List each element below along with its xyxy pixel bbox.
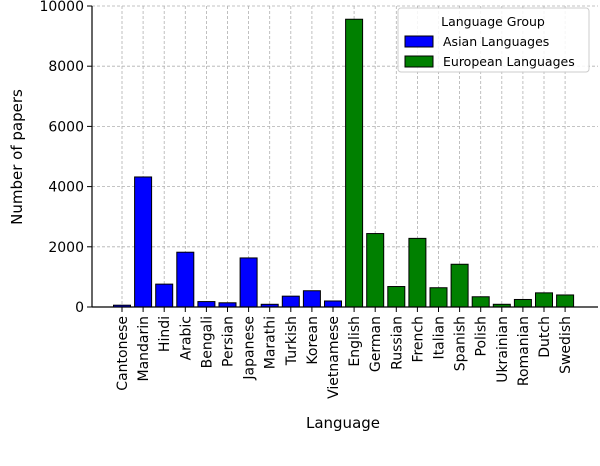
x-tick-label: Russian <box>389 316 405 370</box>
legend: Language Group Asian Languages European … <box>397 7 590 73</box>
bar-turkish <box>281 295 300 308</box>
y-tick-label: 8000 <box>48 59 84 75</box>
bar-dutch <box>535 292 553 308</box>
x-tick-label: Persian <box>221 316 237 367</box>
x-tick-label: Bengali <box>199 316 215 368</box>
x-tick-label: Italian <box>432 316 448 359</box>
x-tick-label: Marathi <box>263 316 279 369</box>
y-tick-labels: 0 2000 4000 6000 8000 10000 <box>39 0 84 316</box>
bars <box>113 18 575 308</box>
grid-lines <box>92 5 598 308</box>
legend-title: Language Group <box>441 14 545 29</box>
y-tick-label: 6000 <box>48 119 84 135</box>
bar-romanian <box>513 298 532 308</box>
legend-swatch-asian <box>404 35 434 48</box>
x-tick-label: Cantonese <box>115 316 131 391</box>
y-tick-label: 10000 <box>39 0 84 15</box>
y-axis-title: Number of papers <box>8 89 26 225</box>
x-tick-label: German <box>368 316 384 372</box>
bar-hindi <box>155 283 174 308</box>
bar-korean <box>302 290 321 308</box>
bar-german <box>366 233 385 308</box>
x-tick-label: Vietnamese <box>326 316 342 399</box>
x-tick-label: Japanese <box>242 316 258 381</box>
axes <box>87 5 598 312</box>
x-tick-label: Spanish <box>453 316 469 371</box>
x-tick-label: Ukrainian <box>495 316 511 383</box>
x-tick-label: French <box>410 316 426 363</box>
x-tick-label: Swedish <box>558 316 574 374</box>
x-tick-label: Korean <box>305 316 321 365</box>
y-tick-label: 0 <box>75 300 84 316</box>
x-axis-title: Language <box>306 414 380 432</box>
y-tick-label: 2000 <box>48 240 84 256</box>
x-tick-label: Turkish <box>284 316 300 366</box>
x-tick-label: Romanian <box>516 316 532 386</box>
x-tick-label: Arabic <box>178 316 194 360</box>
legend-label-european: European Languages <box>443 54 575 69</box>
bar-vietnamese <box>324 300 342 308</box>
x-tick-label: Mandarin <box>136 316 152 382</box>
bar-mandarin <box>134 176 153 308</box>
bar-french <box>408 237 427 308</box>
bar-japanese <box>239 257 258 308</box>
legend-label-asian: Asian Languages <box>443 34 549 49</box>
bar-persian <box>218 302 237 308</box>
x-tick-labels: Cantonese Mandarin Hindi Arabic Bengali Persi… <box>115 316 574 399</box>
bar-english <box>345 18 364 308</box>
legend-swatch-european <box>404 55 434 68</box>
bar-swedish <box>556 294 575 308</box>
x-tick-label: Dutch <box>537 316 553 358</box>
y-tick-label: 4000 <box>48 180 84 196</box>
bar-russian <box>387 286 406 308</box>
x-tick-label: Hindi <box>157 316 173 352</box>
x-tick-label: English <box>347 316 363 367</box>
bar-spanish <box>450 263 469 308</box>
bar-bengali <box>197 301 216 308</box>
bar-arabic <box>176 251 195 308</box>
x-tick-label: Polish <box>474 316 490 356</box>
bar-italian <box>429 287 448 308</box>
legend-box <box>397 7 590 73</box>
bar-polish <box>471 296 490 308</box>
